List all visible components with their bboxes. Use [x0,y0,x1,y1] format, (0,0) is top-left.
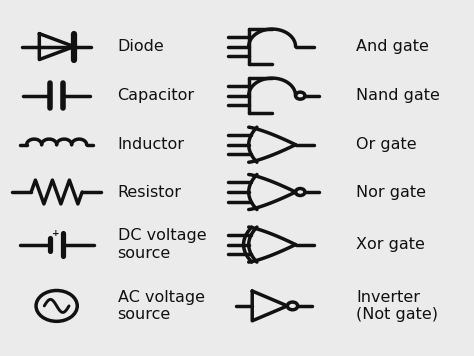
Text: Nand gate: Nand gate [356,88,440,103]
Text: Inductor: Inductor [118,137,184,152]
Text: And gate: And gate [356,39,429,54]
Text: Inverter
(Not gate): Inverter (Not gate) [356,290,438,322]
Text: AC voltage
source: AC voltage source [118,290,205,322]
Text: Nor gate: Nor gate [356,184,427,199]
Text: Capacitor: Capacitor [118,88,195,103]
Text: Resistor: Resistor [118,184,182,199]
Text: Xor gate: Xor gate [356,237,425,252]
Text: DC voltage
source: DC voltage source [118,229,206,261]
Text: Diode: Diode [118,39,164,54]
Text: Or gate: Or gate [356,137,417,152]
Text: +: + [52,229,60,238]
